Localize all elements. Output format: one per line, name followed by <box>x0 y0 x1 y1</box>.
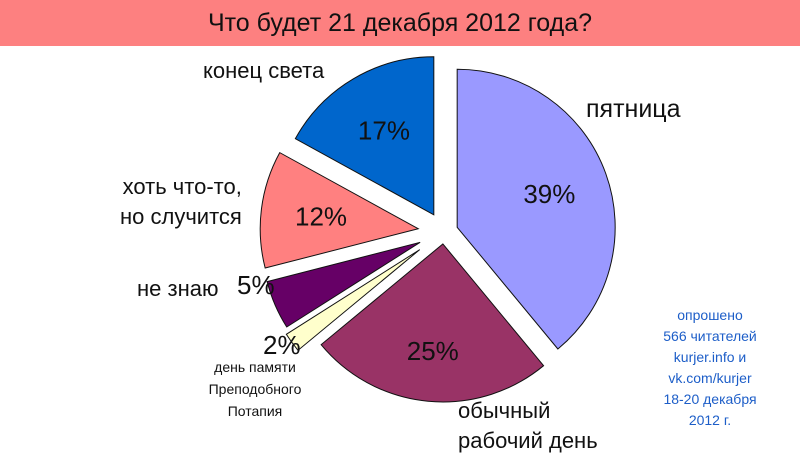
pie-pct-label-workday: 25% <box>407 336 459 366</box>
source-line: 2012 г. <box>688 412 732 428</box>
label-something-line2: но случится <box>120 204 242 229</box>
label-dontknow: не знаю <box>137 276 219 301</box>
source-line: kurjer.info и <box>673 349 747 365</box>
label-something: хоть что-то, но случится <box>120 172 242 232</box>
pie-slice-dontknow <box>266 241 421 328</box>
source-line: опрошено <box>677 307 743 323</box>
label-friday: пятница <box>586 95 681 123</box>
label-potapy-line2: Преподобного <box>208 381 302 397</box>
label-potapy: день памяти Преподобного Потапия <box>195 356 315 422</box>
survey-source-note: опрошено 566 читателей kurjer.info и vk.… <box>630 305 790 431</box>
pie-slice-something <box>259 151 420 269</box>
label-potapy-line1: день памяти <box>214 359 296 375</box>
label-something-line1: хоть что-то, <box>122 174 242 199</box>
source-line: 566 читателей <box>663 328 757 344</box>
label-endworld: конец света <box>203 58 325 83</box>
pie-pct-label-endworld: 17% <box>358 115 410 145</box>
pie-slice-friday <box>456 68 616 350</box>
pie-pct-label-something: 12% <box>295 201 347 231</box>
label-workday-line1: обычный <box>458 398 551 423</box>
pie-slice-endworld <box>294 56 435 216</box>
title-bar: Что будет 21 декабря 2012 года? <box>0 0 800 46</box>
source-line: 18-20 декабря <box>663 391 757 407</box>
source-line: vk.com/kurjer <box>668 370 752 386</box>
label-potapy-line3: Потапия <box>227 403 283 419</box>
label-workday: обычный рабочий день <box>458 396 598 456</box>
pct-dontknow: 5% <box>237 270 275 300</box>
chart-title: Что будет 21 декабря 2012 года? <box>207 8 593 37</box>
pie-pct-label-friday: 39% <box>523 179 575 209</box>
pie-slice-potapy <box>285 249 421 352</box>
pct-potapy: 2% <box>263 330 301 360</box>
label-workday-line2: рабочий день <box>458 428 598 453</box>
pie-slice-workday <box>320 243 545 403</box>
